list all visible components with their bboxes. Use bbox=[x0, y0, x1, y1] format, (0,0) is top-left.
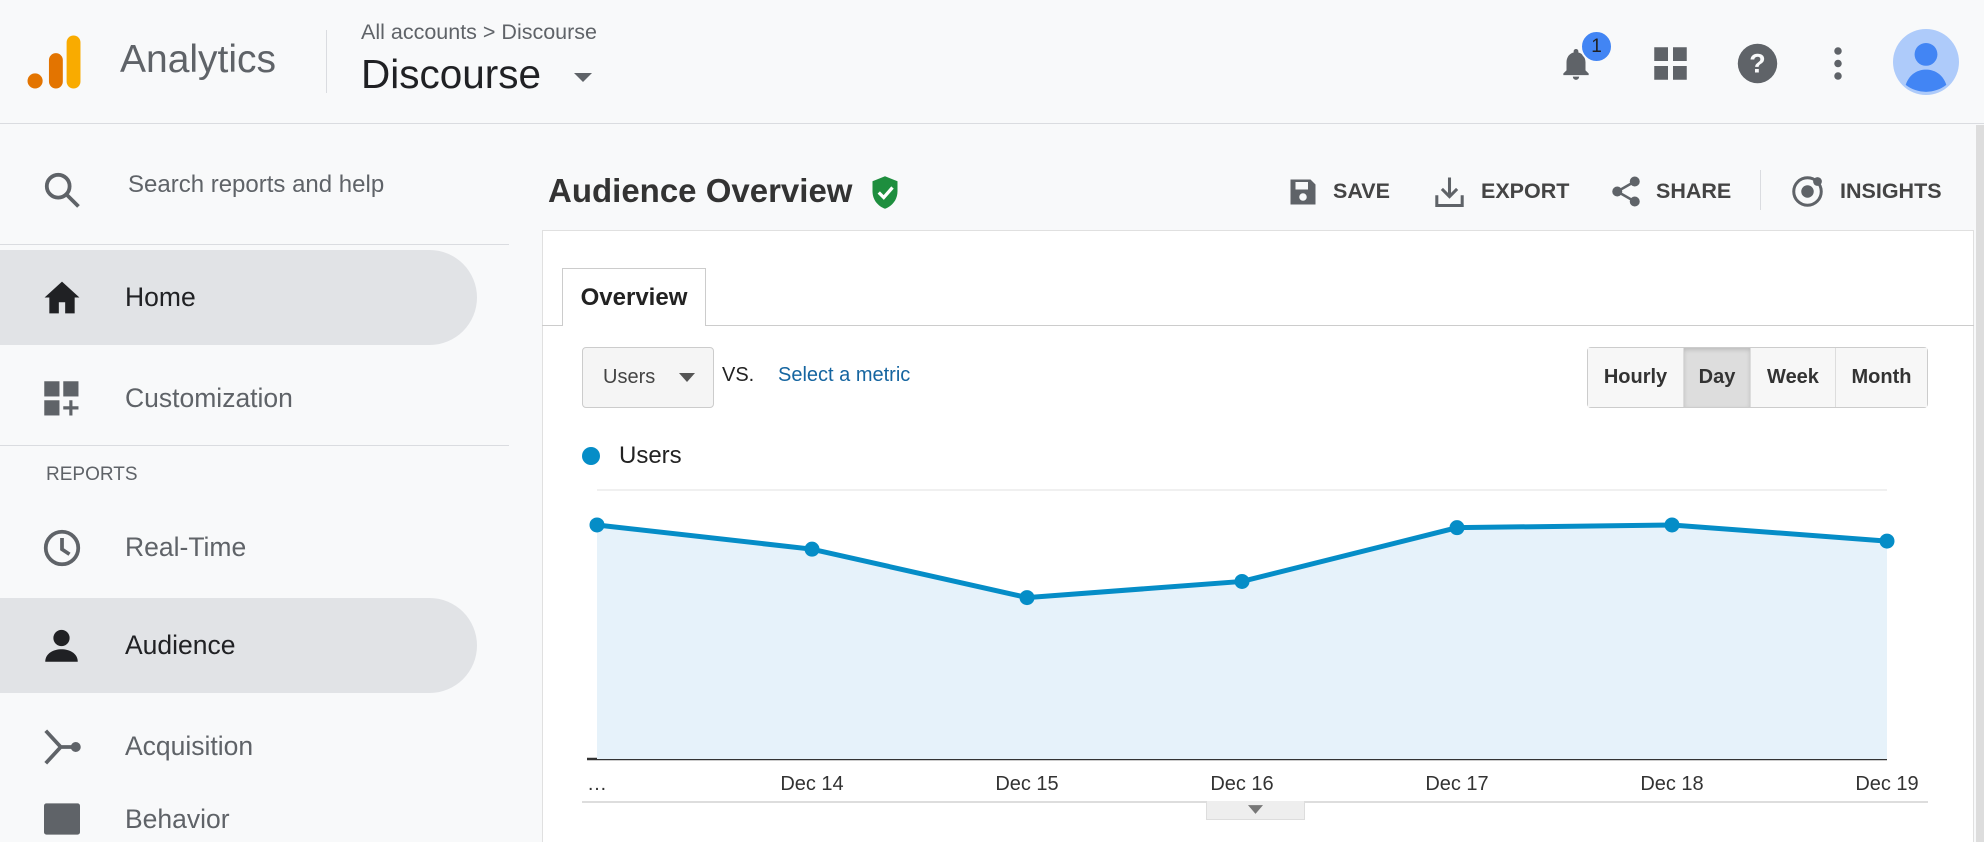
clock-icon bbox=[40, 526, 83, 569]
caret-down-icon bbox=[1248, 805, 1263, 814]
chevron-down-icon bbox=[679, 373, 695, 382]
metric-select-value: Users bbox=[603, 366, 656, 388]
legend-marker bbox=[582, 447, 600, 465]
help-icon[interactable]: ? bbox=[1732, 38, 1783, 89]
sidebar-item-home[interactable]: Home bbox=[0, 250, 477, 345]
hourly-button[interactable]: Hourly bbox=[1588, 348, 1683, 407]
save-icon bbox=[1290, 179, 1316, 204]
scrollbar[interactable] bbox=[1976, 125, 1984, 842]
sidebar-item-behavior[interactable]: Behavior bbox=[0, 796, 477, 842]
save-label: SAVE bbox=[1333, 179, 1390, 203]
data-point[interactable] bbox=[1664, 517, 1680, 533]
divider bbox=[326, 30, 327, 93]
sidebar-item-label: Audience bbox=[125, 630, 236, 660]
tab-divider bbox=[542, 325, 1974, 326]
x-tick-label: Dec 15 bbox=[995, 773, 1058, 795]
data-point[interactable] bbox=[589, 517, 605, 533]
x-tick-label: Dec 14 bbox=[780, 773, 843, 795]
insights-icon bbox=[1792, 176, 1823, 207]
share-icon bbox=[1612, 176, 1640, 207]
sidebar-item-acquisition[interactable]: Acquisition bbox=[0, 699, 477, 794]
tab-overview[interactable]: Overview bbox=[562, 268, 706, 326]
export-button[interactable]: EXPORT bbox=[1433, 175, 1569, 208]
avatar[interactable] bbox=[1893, 29, 1959, 95]
sidebar-item-label: Customization bbox=[125, 383, 293, 413]
export-label: EXPORT bbox=[1481, 179, 1570, 203]
data-point[interactable] bbox=[804, 541, 820, 557]
home-icon bbox=[40, 276, 83, 319]
save-button[interactable]: SAVE bbox=[1288, 175, 1390, 208]
dashboard-add-icon bbox=[40, 377, 83, 420]
section-label: REPORTS bbox=[46, 464, 138, 485]
divider bbox=[0, 445, 509, 446]
bell-icon[interactable] bbox=[1550, 38, 1601, 89]
more-vert-icon[interactable] bbox=[1812, 38, 1863, 89]
chevron-down-icon[interactable] bbox=[574, 73, 592, 82]
share-label: SHARE bbox=[1656, 179, 1732, 203]
x-tick-label: Dec 19 bbox=[1855, 773, 1918, 795]
app-name: Analytics bbox=[120, 38, 277, 81]
sidebar-item-customization[interactable]: Customization bbox=[0, 351, 477, 446]
property-selector[interactable]: Discourse bbox=[361, 51, 542, 97]
granularity-toggle: Hourly Day Week Month bbox=[1587, 347, 1928, 408]
search-icon[interactable] bbox=[43, 171, 81, 209]
svg-text:?: ? bbox=[1749, 48, 1765, 78]
x-tick-label: Dec 17 bbox=[1425, 773, 1488, 795]
sidebar-item-label: Real-Time bbox=[125, 532, 247, 562]
select-metric-link[interactable]: Select a metric bbox=[778, 364, 911, 386]
behavior-icon bbox=[40, 798, 83, 841]
breadcrumb[interactable]: All accounts > Discourse bbox=[361, 20, 598, 44]
share-button[interactable]: SHARE bbox=[1611, 175, 1731, 208]
day-button[interactable]: Day bbox=[1683, 348, 1750, 407]
data-point[interactable] bbox=[1234, 573, 1250, 589]
x-tick-label: Dec 16 bbox=[1210, 773, 1273, 795]
divider bbox=[0, 244, 509, 245]
area-fill bbox=[597, 524, 1887, 759]
vs-label: VS. bbox=[722, 364, 755, 386]
shield-check-icon bbox=[872, 176, 898, 209]
top-bar: Analytics All accounts > Discourse Disco… bbox=[0, 0, 1984, 124]
expand-chart-toggle[interactable] bbox=[1206, 801, 1305, 820]
search-input[interactable]: Search reports and help bbox=[128, 171, 385, 198]
metric-select[interactable]: Users bbox=[582, 347, 714, 408]
data-point[interactable] bbox=[1879, 533, 1895, 549]
merge-icon bbox=[40, 725, 83, 768]
month-button[interactable]: Month bbox=[1835, 348, 1927, 407]
apps-grid-icon[interactable] bbox=[1645, 38, 1696, 89]
person-icon bbox=[40, 624, 83, 667]
legend-label: Users bbox=[619, 442, 682, 469]
download-icon bbox=[1435, 177, 1464, 207]
insights-button[interactable]: INSIGHTS bbox=[1790, 175, 1942, 208]
x-tick-label: Dec 18 bbox=[1640, 773, 1703, 795]
week-button[interactable]: Week bbox=[1750, 348, 1835, 407]
insights-label: INSIGHTS bbox=[1840, 179, 1942, 203]
sidebar-item-label: Home bbox=[125, 282, 196, 312]
sidebar-item-label: Acquisition bbox=[125, 731, 254, 761]
data-point[interactable] bbox=[1449, 520, 1465, 536]
sidebar-item-real-time[interactable]: Real-Time bbox=[0, 500, 477, 595]
analytics-logo[interactable] bbox=[25, 33, 83, 91]
sidebar: Search reports and help Home Customizati… bbox=[0, 125, 509, 842]
data-point[interactable] bbox=[1019, 590, 1035, 606]
notification-badge: 1 bbox=[1580, 30, 1613, 63]
sidebar-item-audience[interactable]: Audience bbox=[0, 598, 477, 693]
x-tick-label: … bbox=[587, 773, 607, 795]
divider bbox=[1760, 170, 1761, 210]
page-title: Audience Overview bbox=[548, 172, 853, 209]
sidebar-item-label: Behavior bbox=[125, 803, 230, 834]
